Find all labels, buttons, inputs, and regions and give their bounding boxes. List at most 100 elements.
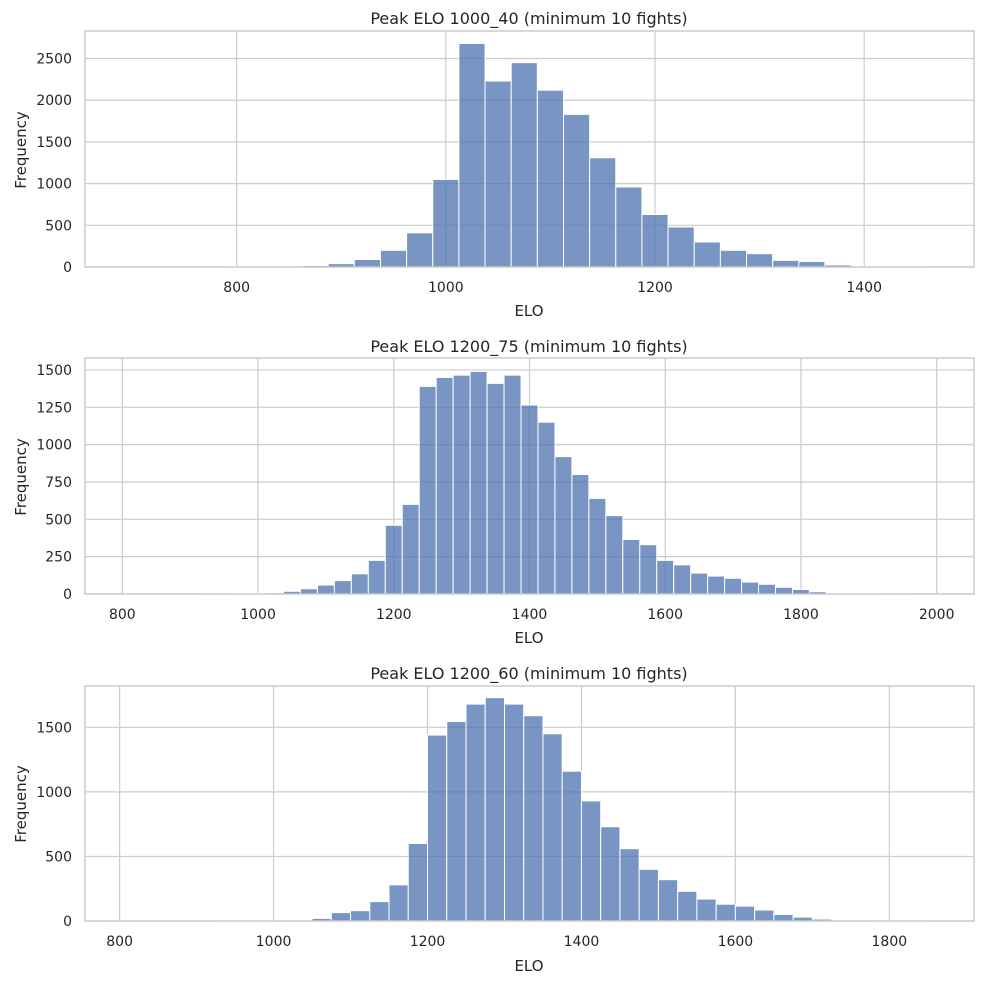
histogram-panel-1000-40: Peak ELO 1000_40 (minimum 10 fights) ELO… <box>12 9 975 320</box>
histogram-bar <box>465 703 486 922</box>
y-tick-label: 1000 <box>36 438 72 454</box>
y-tick-label: 750 <box>45 475 72 491</box>
histogram-bar <box>486 382 505 595</box>
histogram-bar <box>379 249 408 268</box>
y-tick-label: 500 <box>45 512 72 528</box>
histogram-bar <box>503 374 522 595</box>
y-tick-label: 1500 <box>36 363 72 379</box>
x-tick-label: 800 <box>109 607 136 623</box>
chart-title: Peak ELO 1200_75 (minimum 10 fights) <box>370 337 687 357</box>
y-tick-label: 500 <box>45 218 72 234</box>
y-tick-label: 0 <box>63 587 72 603</box>
histogram-bar <box>773 914 794 922</box>
y-tick-label: 1000 <box>36 177 72 193</box>
histogram-bar <box>537 421 556 595</box>
histogram-bar <box>406 232 434 268</box>
y-axis-label: Frequency <box>12 765 30 843</box>
histogram-bar <box>458 43 486 268</box>
histogram-bar <box>719 249 748 268</box>
x-tick-label: 800 <box>223 280 250 296</box>
histogram-bar <box>677 890 698 922</box>
histogram-bar <box>367 559 386 595</box>
histogram-bar <box>580 800 602 922</box>
histogram-bar <box>418 385 437 595</box>
histogram-bar <box>600 826 621 922</box>
histogram-bar <box>523 715 544 922</box>
histogram-bar <box>707 575 726 595</box>
y-tick-label: 1500 <box>36 135 72 151</box>
plot-frame <box>84 685 975 922</box>
histogram-bar <box>690 572 709 595</box>
chart-title: Peak ELO 1000_40 (minimum 10 fights) <box>370 9 687 29</box>
histogram-bar <box>561 770 582 922</box>
histogram-bar <box>715 903 736 922</box>
histogram-bar <box>562 113 591 268</box>
histogram-bar <box>388 884 409 922</box>
y-tick-label: 1000 <box>36 785 72 801</box>
chart-title: Peak ELO 1200_60 (minimum 10 fights) <box>370 664 687 684</box>
histogram-bar <box>369 901 390 922</box>
y-tick-label: 0 <box>63 260 72 276</box>
histogram-panel-1200-75: Peak ELO 1200_75 (minimum 10 fights) ELO… <box>12 337 975 647</box>
y-tick-label: 2000 <box>36 93 72 109</box>
x-tick-label: 1000 <box>240 607 276 623</box>
histogram-panel-1200-60: Peak ELO 1200_60 (minimum 10 fights) ELO… <box>12 664 975 975</box>
histogram-bar <box>407 843 429 922</box>
plot-frame <box>84 357 975 595</box>
histogram-bar <box>696 898 717 922</box>
histogram-bars <box>198 370 912 595</box>
histogram-bar <box>542 733 563 922</box>
x-axis-label: ELO <box>514 302 543 320</box>
y-tick-label: 0 <box>63 914 72 930</box>
histogram-bar <box>667 226 695 268</box>
histogram-bar <box>510 62 538 268</box>
histogram-bar <box>350 910 371 922</box>
histogram-bar <box>588 497 607 595</box>
histogram-bar <box>615 186 643 268</box>
histogram-bar <box>484 80 512 268</box>
histogram-bar <box>384 524 403 595</box>
x-tick-label: 1200 <box>376 607 412 623</box>
y-axis-label: Frequency <box>12 438 30 516</box>
histogram-bars <box>196 43 957 268</box>
y-tick-label: 1500 <box>36 720 72 736</box>
x-tick-label: 1400 <box>564 934 600 950</box>
histogram-bar <box>401 503 420 595</box>
histogram-bar <box>693 241 721 268</box>
x-tick-label: 1000 <box>256 934 292 950</box>
histogram-bar <box>734 905 756 922</box>
histogram-bar <box>432 178 460 268</box>
histogram-bar <box>299 588 318 595</box>
x-tick-label: 1400 <box>512 607 548 623</box>
histogram-bar <box>619 848 640 922</box>
histogram-bar <box>772 259 800 268</box>
histogram-bar <box>641 213 669 268</box>
y-axis-label: Frequency <box>12 111 30 189</box>
histogram-bar <box>446 721 467 922</box>
x-axis-label: ELO <box>514 957 543 975</box>
histogram-bar <box>435 376 454 595</box>
histogram-bar <box>798 261 826 268</box>
histogram-bar <box>571 474 590 595</box>
x-tick-label: 800 <box>106 934 133 950</box>
x-tick-label: 1600 <box>647 607 683 623</box>
histogram-bar <box>330 912 352 922</box>
x-tick-label: 1000 <box>428 280 464 296</box>
histogram-bar <box>775 586 793 595</box>
histogram-bar <box>754 909 775 922</box>
histogram-bar <box>758 583 777 595</box>
histogram-bar <box>353 258 381 268</box>
histogram-bar <box>746 253 774 268</box>
histogram-bar <box>452 374 471 595</box>
y-tick-label: 2500 <box>36 52 72 68</box>
histogram-bar <box>554 456 573 595</box>
x-tick-label: 1400 <box>846 280 882 296</box>
histogram-bar <box>622 538 641 595</box>
histogram-bar <box>536 89 564 268</box>
x-tick-label: 1200 <box>410 934 446 950</box>
x-axis-label: ELO <box>514 629 543 647</box>
histogram-bar <box>657 879 679 922</box>
histogram-bar <box>333 580 352 595</box>
histogram-bar <box>638 868 659 922</box>
